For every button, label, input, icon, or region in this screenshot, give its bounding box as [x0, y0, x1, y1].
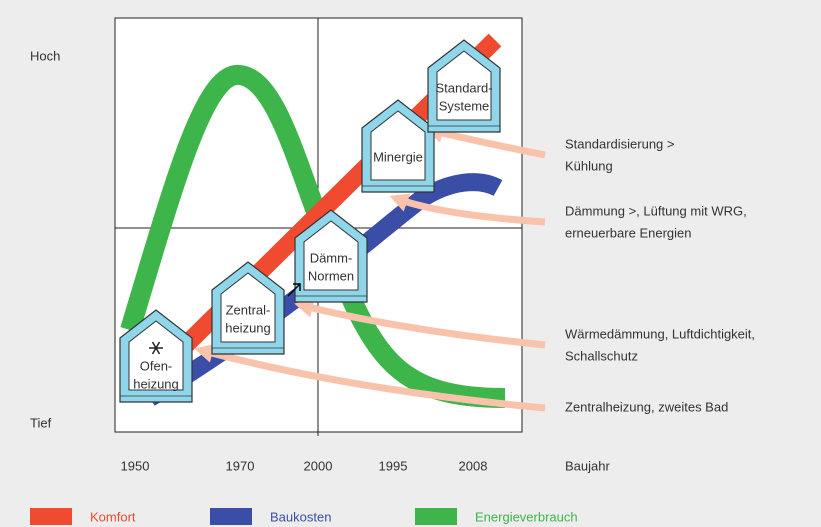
house-label: Normen — [308, 268, 354, 283]
x-title: Baujahr — [565, 458, 610, 473]
arrow-head — [389, 193, 411, 212]
annotation-arrow — [299, 301, 546, 349]
house-label: Zentral- — [226, 302, 271, 317]
legend-label: Energieverbrauch — [475, 509, 578, 524]
house-label: Systeme — [439, 98, 490, 113]
legend-swatch — [415, 508, 457, 525]
house-label: Standard- — [435, 80, 492, 95]
legend-label: Komfort — [90, 509, 136, 524]
x-label: 1950 — [121, 458, 150, 473]
house-label: heizung — [133, 376, 179, 391]
x-label: 1970 — [226, 458, 255, 473]
house-label: Minergie — [373, 149, 423, 164]
annotation-text: erneuerbare Energien — [565, 225, 691, 240]
annotation-text: Zentralheizung, zweites Bad — [565, 399, 728, 414]
y-label-high: Hoch — [30, 48, 60, 63]
legend-swatch — [30, 508, 72, 525]
annotation-text: Standardisierung > — [565, 136, 675, 151]
house-inner — [220, 272, 276, 343]
house-label: heizung — [225, 320, 271, 335]
house-inner — [128, 320, 184, 391]
plot-frame — [114, 17, 523, 433]
energy-curve — [120, 64, 506, 408]
house-inner — [436, 50, 492, 121]
snowflake-icon — [151, 341, 161, 355]
annotation-text: Dämmung >, Lüftung mit WRG, — [565, 203, 747, 218]
house-inner — [303, 220, 359, 291]
legend-label: Baukosten — [270, 509, 331, 524]
house-label: Dämm- — [310, 250, 353, 265]
x-label: 2008 — [459, 458, 488, 473]
annotation-text: Kühlung — [565, 158, 613, 173]
house-label: Ofen- — [140, 358, 173, 373]
x-label: 2000 — [304, 458, 333, 473]
annotation-text: Wärmedämmung, Luftdichtigkeit, — [565, 326, 755, 341]
house-inner — [370, 110, 426, 181]
annotation-text: Schallschutz — [565, 348, 638, 363]
x-label: 1995 — [379, 458, 408, 473]
arrow-head — [194, 344, 215, 363]
small-arrow — [287, 283, 301, 297]
y-label-low: Tief — [30, 415, 52, 430]
legend-swatch — [210, 508, 252, 525]
annotation-arrow — [199, 346, 546, 412]
arrow-head — [294, 298, 315, 318]
